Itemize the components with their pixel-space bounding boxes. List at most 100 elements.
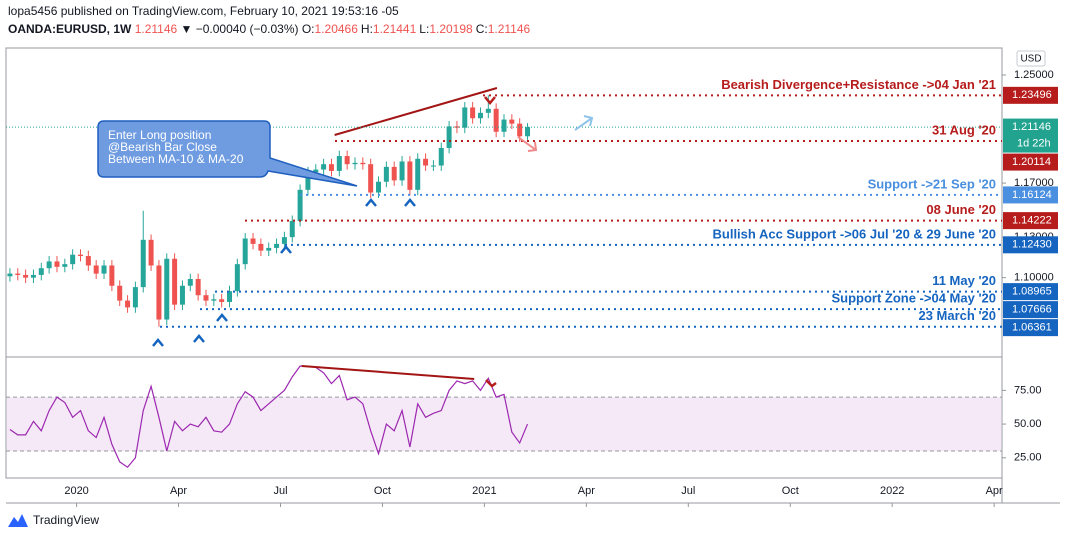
- candle-body: [30, 274, 36, 278]
- ohlc-value: 1.20466: [314, 22, 358, 36]
- countdown: 1d 22h: [1017, 137, 1051, 149]
- candle-body: [517, 123, 523, 137]
- x-tick-label: Apr: [170, 485, 187, 497]
- marker: [280, 245, 292, 254]
- callout-text: Between MA-10 & MA-20: [108, 152, 244, 166]
- candle-body: [101, 265, 107, 274]
- level-note: 08 June '20: [926, 202, 996, 217]
- candle-body: [485, 108, 491, 113]
- marker: [485, 379, 497, 388]
- candle-body: [242, 238, 248, 265]
- candle-body: [54, 261, 60, 267]
- price-box: [1003, 236, 1058, 254]
- ohlc-key: C:: [475, 22, 488, 36]
- candle-body: [368, 164, 374, 193]
- candle-body: [15, 273, 21, 275]
- candle-body: [438, 147, 444, 166]
- candle-body: [70, 254, 76, 265]
- y-tick-label: 25.00: [1014, 452, 1042, 464]
- currency[interactable]: USD: [1020, 54, 1041, 65]
- candle-body: [117, 285, 123, 301]
- candle-body: [164, 258, 170, 320]
- marker: [404, 198, 416, 207]
- candle-body: [78, 254, 84, 257]
- x-tick-label: Jul: [273, 485, 287, 497]
- price-box: [1003, 319, 1058, 337]
- candle-body: [477, 112, 483, 119]
- candle-body: [266, 247, 272, 251]
- ohlc-value: 1.21441: [372, 22, 417, 36]
- candle-body: [289, 220, 295, 238]
- candle-body: [109, 265, 115, 286]
- candle-body: [211, 299, 217, 301]
- price-box: [1003, 153, 1058, 171]
- level-note: 11 May '20: [932, 273, 996, 288]
- marker: [216, 313, 228, 322]
- candle-body: [399, 161, 405, 181]
- ohlc-value: 1.21146: [487, 22, 531, 36]
- x-tick-label: Oct: [782, 485, 799, 497]
- x-tick-label: Jul: [681, 485, 695, 497]
- candle-body: [313, 169, 319, 173]
- candle-body: [509, 119, 515, 124]
- candle-body: [93, 265, 99, 274]
- price-label: 1.16124: [1012, 189, 1052, 201]
- price-box: [1003, 301, 1058, 319]
- candle-body: [352, 162, 358, 165]
- y-tick-label: 1.10000: [1014, 272, 1054, 284]
- candle-body: [125, 300, 131, 308]
- candle-body: [148, 239, 154, 266]
- rsi-band: [7, 397, 1001, 452]
- price-label: 1.21146: [1012, 121, 1051, 133]
- price-box: [1003, 212, 1058, 230]
- candle-body: [328, 164, 334, 171]
- candle-body: [23, 274, 29, 278]
- candle-body: [187, 279, 193, 286]
- candle-body: [258, 243, 264, 251]
- header-line: OANDA:EURUSD, 1W 1.21146 ▼ −0.00040 (−0.…: [8, 22, 533, 36]
- level-note: 31 Aug '20: [932, 122, 996, 137]
- ohlc-key: H:: [360, 22, 373, 36]
- candle-body: [360, 162, 366, 165]
- candle-body: [391, 166, 397, 181]
- marker: [484, 96, 496, 105]
- price-label: 1.14222: [1012, 215, 1052, 227]
- price-label: 1.07666: [1012, 304, 1052, 316]
- candle-body: [195, 279, 201, 296]
- brand: TradingView: [33, 513, 99, 527]
- candle-body: [140, 239, 146, 288]
- price-box: [1003, 283, 1058, 301]
- x-tick-label: 2021: [472, 485, 496, 497]
- candle-body: [274, 243, 280, 248]
- candle-body: [62, 264, 68, 267]
- price-label: 1.12430: [1012, 239, 1052, 251]
- candle-body: [227, 291, 233, 302]
- x-tick-label: Apr: [986, 485, 1003, 497]
- published: lopa5456 published on TradingView.com, F…: [8, 4, 399, 18]
- level-note: 23 March '20: [918, 308, 996, 323]
- price-label: 1.08965: [1012, 286, 1052, 298]
- y-tick-label: 75.00: [1014, 384, 1042, 396]
- price-box: [1003, 118, 1058, 153]
- arrow: [517, 136, 538, 152]
- level-note: Support ->21 Sep '20: [868, 176, 996, 191]
- callout: [97, 120, 358, 187]
- candle-body: [376, 181, 382, 193]
- change: ▼ −0.00040 (−0.03%): [180, 22, 299, 36]
- price: 1.21146: [134, 22, 178, 36]
- logo-icon: [8, 514, 28, 527]
- candle-body: [250, 238, 256, 244]
- price-label: 1.23496: [1012, 89, 1052, 101]
- candle-body: [446, 126, 452, 148]
- candle-body: [470, 107, 476, 119]
- candle-body: [38, 268, 44, 275]
- level-note: Bearish Divergence+Resistance ->04 Jan '…: [721, 77, 996, 92]
- currency-box[interactable]: [1016, 50, 1046, 67]
- price-box: [1003, 186, 1058, 204]
- callout-text: Enter Long position: [108, 128, 211, 142]
- candle-body: [85, 256, 91, 266]
- marker: [365, 198, 377, 207]
- candle-body: [423, 158, 429, 166]
- candle-body: [172, 258, 178, 305]
